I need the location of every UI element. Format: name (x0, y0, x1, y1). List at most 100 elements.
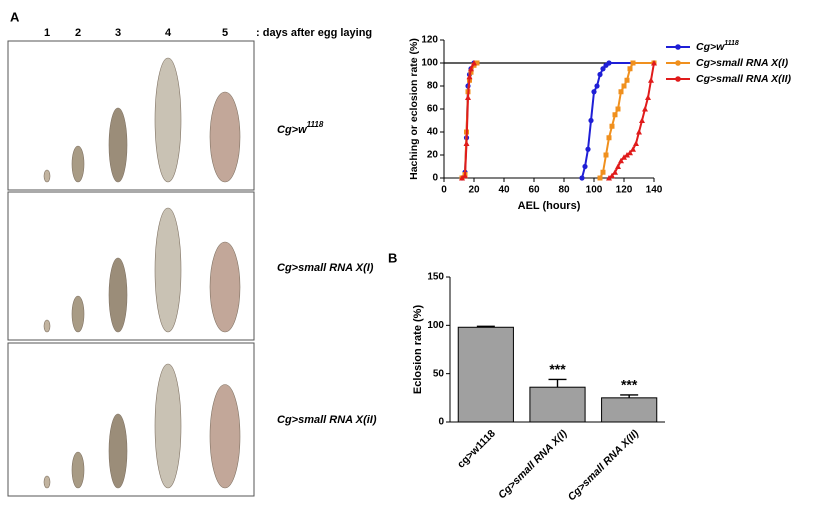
y-tick-label: 20 (427, 150, 439, 161)
legend-label: Cg>small RNA X(I) (696, 57, 789, 69)
y-tick-label: 60 (427, 104, 439, 115)
legend-marker (675, 76, 681, 82)
legend-text: Cg>w (696, 41, 725, 53)
larva (209, 241, 241, 333)
larva (154, 207, 182, 333)
marker (471, 60, 477, 66)
x-tick-label: 60 (528, 185, 540, 196)
marker (621, 154, 627, 160)
legend-marker (675, 44, 681, 50)
marker (642, 106, 648, 112)
larva (154, 57, 182, 183)
error-bar (476, 325, 495, 328)
legend-label: Cg>w1118 (696, 40, 739, 53)
bar (529, 386, 586, 423)
marker (627, 66, 633, 72)
larva (209, 91, 241, 183)
marker (603, 152, 609, 158)
genotype-label: Cg>small RNA X(I) (277, 262, 374, 274)
marker (459, 175, 465, 181)
marker (618, 89, 624, 95)
significance: *** (621, 377, 638, 393)
significance: *** (549, 361, 566, 377)
larva (108, 107, 128, 183)
marker (585, 146, 591, 152)
marker (648, 77, 654, 83)
error-bar (620, 394, 639, 398)
y-tick-label: 100 (427, 320, 444, 331)
marker (600, 169, 606, 175)
marker (606, 175, 612, 181)
marker (636, 129, 642, 135)
days-caption: : days after egg laying (256, 27, 372, 39)
marker (606, 60, 612, 66)
x-tick-label: Cg>small RNA X(II) (566, 427, 642, 503)
marker (630, 60, 636, 66)
genotype-text: Cg>w (277, 124, 308, 136)
marker (609, 123, 615, 129)
legend-text: Cg>small RNA X(I) (696, 57, 789, 69)
x-tick-label: 140 (646, 185, 663, 196)
y-tick-label: 80 (427, 81, 439, 92)
x-tick-label: Cg>small RNA X(I) (496, 427, 570, 501)
x-tick-label: 120 (616, 185, 633, 196)
x-tick-label: 100 (586, 185, 603, 196)
marker (645, 94, 651, 100)
larva (71, 451, 85, 489)
marker (609, 172, 615, 179)
marker (624, 77, 630, 83)
y-tick-label: 120 (421, 35, 438, 46)
y-tick-label: 0 (432, 173, 438, 184)
larva (43, 319, 51, 333)
y-tick-label: 40 (427, 127, 439, 138)
marker (591, 89, 597, 95)
marker (612, 112, 618, 118)
larva (71, 295, 85, 333)
marker (627, 149, 633, 156)
marker (466, 73, 473, 80)
day-label: 2 (75, 27, 81, 39)
marker (600, 66, 606, 72)
y-axis-label: Eclosion rate (%) (412, 305, 424, 395)
larva (71, 145, 85, 183)
y-tick-label: 50 (433, 368, 445, 379)
marker (633, 140, 639, 146)
marker (588, 117, 594, 124)
genotype-label: Cg>w1118 (277, 120, 324, 136)
marker (597, 71, 603, 78)
legend-text: Cg>small RNA X(II) (696, 73, 792, 85)
marker (630, 146, 636, 152)
x-tick-label: cg>w1118 (455, 427, 498, 470)
y-tick-label: 100 (421, 58, 438, 69)
genotype-text: Cg>small RNA X(iI) (277, 414, 377, 426)
marker (618, 157, 624, 164)
marker (615, 163, 621, 169)
marker (621, 83, 627, 89)
x-tick-label: 0 (441, 185, 447, 196)
marker (606, 135, 612, 141)
bar (457, 326, 514, 423)
marker (468, 65, 474, 72)
legend-label: Cg>small RNA X(II) (696, 73, 792, 85)
larva (108, 257, 128, 333)
genotype-label: Cg>small RNA X(iI) (277, 414, 377, 426)
legend-sup: 1118 (724, 40, 739, 47)
day-label: 4 (165, 27, 172, 39)
x-tick-label: 20 (468, 185, 480, 196)
larva (154, 363, 182, 489)
marker (474, 60, 480, 66)
bar (601, 397, 658, 423)
marker (594, 83, 600, 89)
larva (43, 475, 51, 489)
larva (108, 413, 128, 489)
marker (612, 169, 618, 175)
marker (615, 106, 621, 112)
marker (579, 175, 585, 181)
marker (624, 152, 630, 158)
y-tick-label: 0 (438, 417, 444, 428)
larva (209, 384, 241, 489)
marker (582, 163, 588, 170)
marker (651, 60, 657, 66)
marker (639, 117, 645, 123)
